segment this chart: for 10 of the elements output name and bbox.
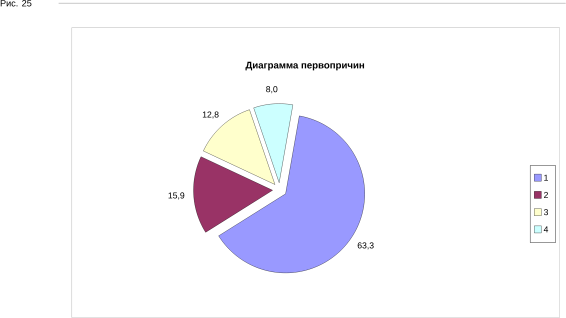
legend-label: 3 [544,209,548,216]
data-label: 63,3 [358,242,374,250]
data-label: 8,0 [266,86,278,94]
text: Рис. 25 [0,0,32,7]
legend-label: 4 [544,226,548,232]
chart-title: Диаграмма первопричин [246,62,364,71]
legend-label: 1 [544,174,548,181]
data-label: 12,8 [202,112,219,119]
data-label: 15,9 [168,192,184,200]
legend-label: 2 [544,192,548,198]
